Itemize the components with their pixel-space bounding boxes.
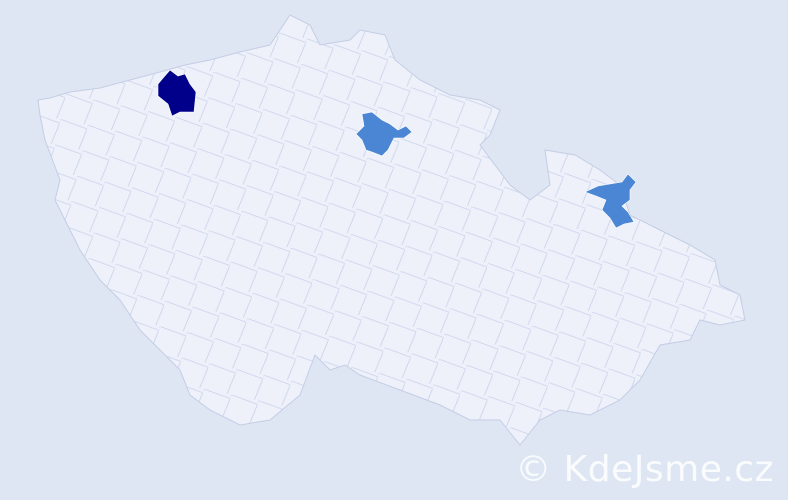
district-grid (38, 15, 745, 445)
highlighted-district-dark[interactable] (157, 69, 197, 117)
watermark: © KdeJsme.cz (515, 449, 774, 490)
highlighted-district-medium[interactable] (355, 111, 413, 157)
highlighted-district-medium[interactable] (584, 173, 637, 229)
